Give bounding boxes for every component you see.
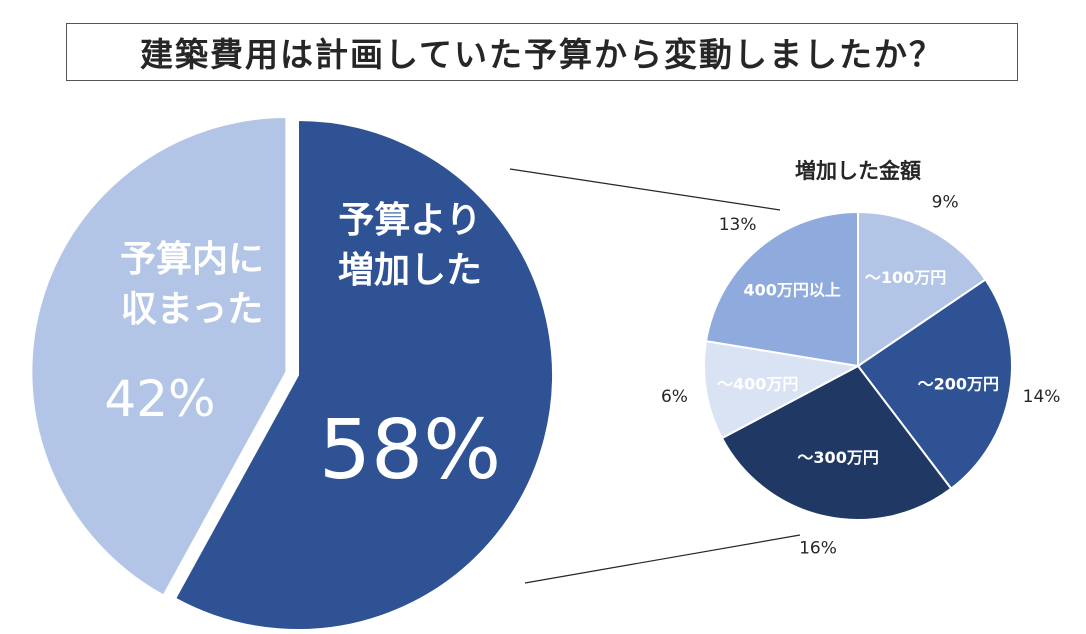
main-slice-label: 収まった <box>121 289 264 330</box>
sub-pie-slice <box>703 339 862 440</box>
sub-pie-labels: ～100万円 9% ～200万円 14% ～300万円 16% ～400万円 6% 400万円以… <box>661 193 1060 559</box>
main-pie <box>30 116 554 631</box>
sub-slice-label: ～200万円 <box>918 374 999 393</box>
main-pie-slice <box>173 118 554 631</box>
sub-slice-value: 13% <box>719 215 757 235</box>
sub-pie-slice <box>704 210 859 368</box>
sub-slice-value: 14% <box>1023 387 1061 407</box>
main-slice-value: 42% <box>104 370 215 428</box>
sub-slice-label: 400万円以上 <box>743 281 840 300</box>
connector-line-top <box>509 168 781 211</box>
sub-slice-value: 6% <box>661 387 688 407</box>
main-slice-label: 予算内に <box>120 239 264 280</box>
main-slice-label: 予算より <box>338 200 481 241</box>
sub-chart-title: 増加した金額 <box>795 159 921 183</box>
chart-title-box: 建築費用は計画していた予算から変動しましたか？ <box>66 23 1018 81</box>
sub-slice-label: ～300万円 <box>797 448 878 467</box>
main-pie-slice <box>30 116 288 597</box>
sub-pie-slice <box>857 210 987 368</box>
main-slice-label: 増加した <box>338 250 482 291</box>
sub-pie-slice <box>856 278 1013 490</box>
sub-pie <box>703 210 1013 521</box>
connector-line-bottom <box>524 534 801 584</box>
sub-slice-value: 16% <box>799 539 837 559</box>
main-slice-value: 58% <box>319 403 501 498</box>
sub-slice-value: 9% <box>932 193 959 213</box>
sub-slice-label: ～100万円 <box>865 268 946 287</box>
chart-title: 建築費用は計画していた予算から変動しましたか？ <box>139 35 944 74</box>
sub-slice-label: ～400万円 <box>717 374 798 393</box>
sub-pie-slice <box>720 364 953 521</box>
